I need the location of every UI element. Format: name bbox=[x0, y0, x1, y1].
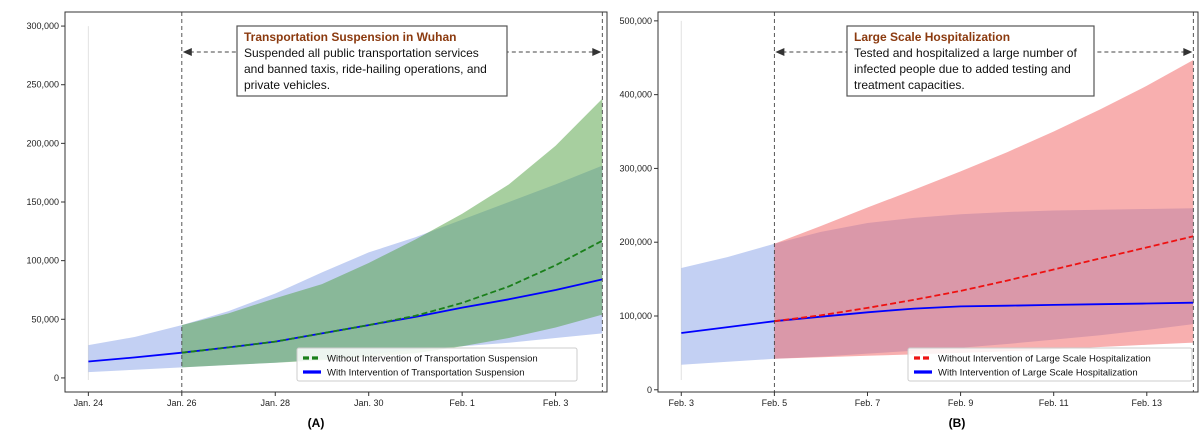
series-line bbox=[181, 239, 603, 354]
x-tick-label: Feb. 13 bbox=[1132, 398, 1163, 408]
x-tick-label: Feb. 1 bbox=[449, 398, 475, 408]
legend-label: Without Intervention of Large Scale Hosp… bbox=[938, 354, 1151, 365]
plot-area bbox=[88, 98, 603, 373]
annotation-text: infected people due to added testing and bbox=[854, 62, 1071, 76]
y-tick-label: 500,000 bbox=[619, 16, 652, 26]
y-tick-label: 100,000 bbox=[26, 256, 59, 266]
annotation-text: and banned taxis, ride-hailing operation… bbox=[244, 62, 487, 76]
annotation-title: Transportation Suspension in Wuhan bbox=[244, 30, 456, 44]
x-tick-label: Feb. 9 bbox=[948, 398, 974, 408]
arrowhead-left bbox=[182, 48, 192, 56]
annotation-text: private vehicles. bbox=[244, 78, 330, 92]
y-tick-label: 0 bbox=[647, 385, 652, 395]
legend-label: With Intervention of Transportation Susp… bbox=[327, 368, 525, 379]
confidence-band bbox=[181, 98, 603, 368]
x-tick-label: Feb. 7 bbox=[855, 398, 881, 408]
series-line bbox=[774, 235, 1194, 323]
y-tick-label: 200,000 bbox=[619, 237, 652, 247]
arrowhead-right bbox=[1183, 48, 1193, 56]
x-tick-label: Feb. 11 bbox=[1039, 398, 1069, 408]
y-tick-label: 300,000 bbox=[26, 21, 59, 31]
y-tick-label: 150,000 bbox=[26, 197, 59, 207]
legend-label: Without Intervention of Transportation S… bbox=[327, 354, 538, 365]
y-tick-label: 400,000 bbox=[619, 90, 652, 100]
x-tick-label: Jan. 30 bbox=[354, 398, 384, 408]
legend-box bbox=[296, 347, 578, 382]
annotation-text: treatment capacities. bbox=[854, 78, 965, 92]
x-tick-label: Feb. 5 bbox=[762, 398, 788, 408]
confidence-band bbox=[774, 60, 1194, 359]
x-tick-label: Feb. 3 bbox=[669, 398, 695, 408]
axes-frame bbox=[657, 11, 1199, 393]
y-tick-label: 300,000 bbox=[619, 163, 652, 173]
annotation-box bbox=[846, 25, 1095, 97]
panel-a: 0 50,000 100,000 150,000 200,000 250,000 300,0… bbox=[26, 11, 608, 430]
y-tick-label: 0 bbox=[54, 373, 59, 383]
series-line bbox=[681, 301, 1194, 334]
annotation-text: Suspended all public transportation serv… bbox=[244, 46, 479, 60]
y-tick-label: 100,000 bbox=[619, 311, 652, 321]
plot-area bbox=[681, 60, 1194, 365]
legend-label: With Intervention of Large Scale Hospita… bbox=[938, 368, 1138, 379]
annotation-title: Large Scale Hospitalization bbox=[854, 30, 1010, 44]
annotation-box bbox=[236, 25, 508, 97]
x-tick-label: Jan. 28 bbox=[260, 398, 290, 408]
y-tick-label: 200,000 bbox=[26, 138, 59, 148]
panel-b: 0 100,000 200,000 300,000 400,000 500,000 Feb.… bbox=[619, 11, 1199, 430]
panel-label: (A) bbox=[308, 416, 325, 430]
x-tick-label: Jan. 26 bbox=[167, 398, 197, 408]
arrowhead-right bbox=[592, 48, 602, 56]
legend-box bbox=[907, 347, 1193, 382]
y-tick-label: 50,000 bbox=[31, 314, 59, 324]
x-tick-label: Jan. 24 bbox=[74, 398, 104, 408]
panel-label: (B) bbox=[949, 416, 966, 430]
arrowhead-left bbox=[775, 48, 785, 56]
y-tick-label: 250,000 bbox=[26, 80, 59, 90]
x-tick-label: Feb. 3 bbox=[543, 398, 569, 408]
annotation-text: Tested and hospitalized a large number o… bbox=[854, 46, 1077, 60]
